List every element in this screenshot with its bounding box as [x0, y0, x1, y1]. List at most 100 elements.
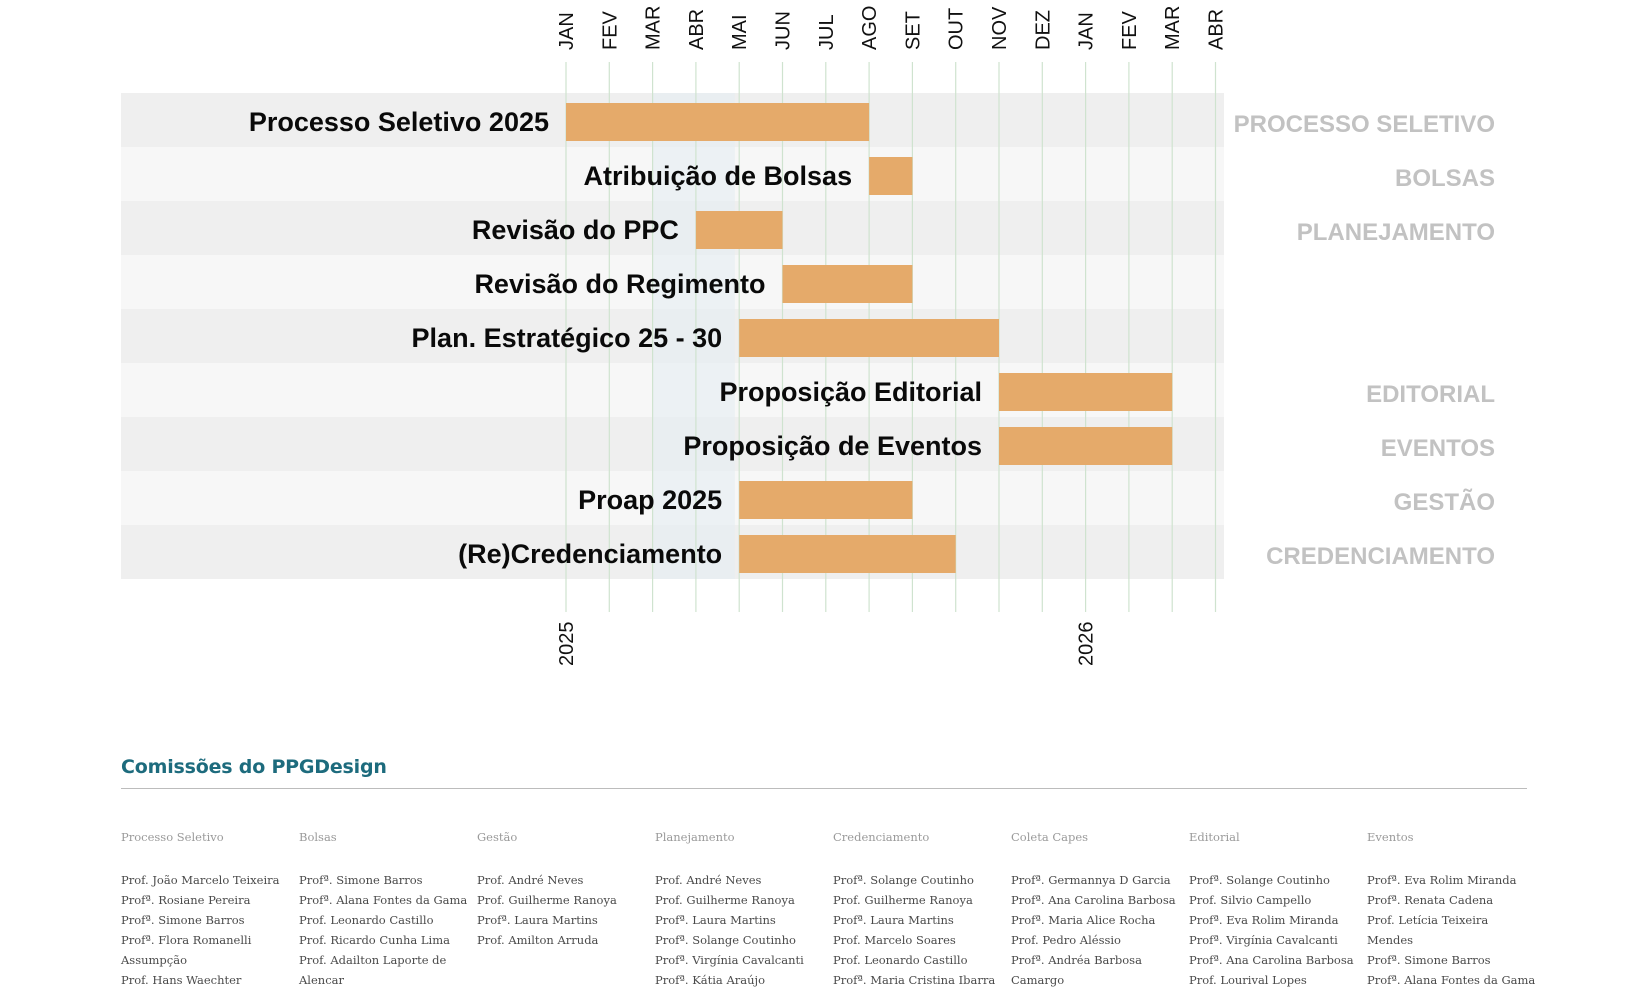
committee-member-list: Prof. André Neves Prof. Guilherme Ranoya P… — [655, 870, 825, 990]
committee-member: Prof. Silvio Campello — [1189, 893, 1312, 907]
committee-member: Profª. Alana Fontes da Gama — [1367, 973, 1536, 987]
committee-member: Profª. Kátia Araújo — [655, 973, 766, 987]
committee-member: Profª. Simone Barros — [1367, 953, 1491, 967]
committee-column: Credenciamento Profª. Solange Coutinho Pro… — [833, 830, 1003, 990]
month-tick-label: ABR — [686, 9, 708, 50]
committee-member: Profª. Renata Cadena — [1367, 893, 1494, 907]
committee-member: Prof. Pedro Aléssio — [1011, 933, 1121, 947]
committee-column: Gestão Prof. André Neves Prof. Guilherme R… — [477, 830, 647, 950]
task-bar — [999, 373, 1173, 411]
group-label: EVENTOS — [1381, 435, 1495, 462]
committee-member: Prof. André Neves — [655, 873, 762, 887]
year-label: 2026 — [1076, 622, 1098, 667]
committee-member: Prof. Marcelo Soares — [833, 933, 956, 947]
committee-member: Prof. Adailton Laporte de — [299, 953, 447, 967]
committee-member-list: Prof. André Neves Prof. Guilherme Ranoya P… — [477, 870, 647, 950]
committee-member: Alencar — [299, 973, 344, 987]
committee-column: Processo Seletivo Prof. João Marcelo Teix… — [121, 830, 291, 990]
committee-member: Profª. Eva Rolim Miranda — [1189, 913, 1339, 927]
committee-member: Prof. Letícia Teixeira Mendes — [1367, 913, 1489, 947]
month-tick-label: AGO — [859, 6, 881, 50]
committee-member: Profª. Rosiane Pereira — [121, 893, 251, 907]
committee-member: Profª. Virgínia Cavalcanti — [1189, 933, 1338, 947]
committee-member: Prof. Guilherme Ranoya — [655, 893, 795, 907]
task-bar — [566, 103, 870, 141]
month-tick-label: FEV — [1119, 10, 1141, 50]
task-bar — [869, 157, 913, 195]
committee-column-title: Processo Seletivo — [121, 830, 224, 844]
committee-member: Profª. Simone Barros — [121, 913, 245, 927]
committee-member: Prof. Ricardo Cunha Lima — [299, 933, 450, 947]
group-label: EDITORIAL — [1366, 381, 1495, 408]
committee-member: Profª. Ana Carolina Barbosa — [1189, 953, 1354, 967]
group-label: PLANEJAMENTO — [1297, 219, 1495, 246]
committee-column-title: Editorial — [1189, 830, 1240, 844]
committee-column-title: Coleta Capes — [1011, 830, 1089, 844]
month-tick-label: MAR — [643, 6, 665, 50]
committee-column: Eventos Profª. Eva Rolim Miranda Profª. Re… — [1367, 830, 1537, 990]
month-tick-label: OUT — [946, 8, 968, 50]
committee-member: Profª. Germannya D Garcia — [1011, 873, 1171, 887]
task-bar — [999, 427, 1173, 465]
committee-member: Prof. Guilherme Ranoya — [833, 893, 973, 907]
committee-member: Prof. Leonardo Castillo — [299, 913, 434, 927]
committee-member: Profª. Maria Alice Rocha — [1011, 913, 1156, 927]
task-label: Proap 2025 — [578, 485, 722, 515]
committee-member-list: Profª. Solange Coutinho Prof. Silvio Camp… — [1189, 870, 1359, 990]
committees-title: Comissões do PPGDesign — [121, 756, 387, 778]
committee-member: Prof. Guilherme Ranoya — [477, 893, 617, 907]
committee-member: Profª. Solange Coutinho — [833, 873, 974, 887]
month-tick-label: MAR — [1162, 6, 1184, 50]
committee-column-title: Gestão — [477, 830, 518, 844]
committee-column-title: Bolsas — [299, 830, 337, 844]
committee-member-list: Profª. Simone Barros Profª. Alana Fontes … — [299, 870, 469, 990]
committee-member: Profª. Maria Cristina Ibarra — [833, 973, 996, 987]
committee-member-list: Profª. Germannya D Garcia Profª. Ana Caro… — [1011, 870, 1181, 990]
committee-member-list: Profª. Eva Rolim Miranda Profª. Renata Ca… — [1367, 870, 1537, 990]
committee-member: Profª. Virgínia Cavalcanti — [655, 953, 804, 967]
committee-column-title: Planejamento — [655, 830, 735, 844]
committee-member: Profª. Simone Barros — [299, 873, 423, 887]
committee-member: Profª. Laura Martins — [833, 913, 954, 927]
committee-member-list: Prof. João Marcelo Teixeira Profª. Rosian… — [121, 870, 291, 990]
month-tick-label: DEZ — [1032, 10, 1054, 50]
committee-column-title: Eventos — [1367, 830, 1414, 844]
committee-column: Editorial Profª. Solange Coutinho Prof. Si… — [1189, 830, 1359, 990]
committee-member: Prof. Amilton Arruda — [477, 933, 599, 947]
task-label: Proposição Editorial — [719, 377, 982, 407]
committee-member: Prof. Leonardo Castillo — [833, 953, 968, 967]
month-tick-label: ABR — [1206, 9, 1228, 50]
task-bar — [782, 265, 913, 303]
task-label: Revisão do PPC — [472, 215, 679, 245]
task-label: Proposição de Eventos — [683, 431, 982, 461]
group-label: CREDENCIAMENTO — [1266, 543, 1495, 570]
month-tick-label: NOV — [989, 6, 1011, 50]
year-label: 2025 — [556, 622, 578, 667]
month-tick-label: JAN — [556, 12, 578, 50]
section-divider — [121, 788, 1527, 789]
task-label: Processo Seletivo 2025 — [249, 107, 549, 137]
committee-member: Prof. André Neves — [477, 873, 584, 887]
committee-member: Profª. Eva Rolim Miranda — [1367, 873, 1517, 887]
committee-member: Profª. Alana Fontes da Gama — [299, 893, 468, 907]
month-tick-label: JAN — [1076, 12, 1098, 50]
month-tick-label: SET — [902, 11, 924, 50]
committee-member: Profª. Solange Coutinho — [655, 933, 796, 947]
committee-member: Profª. Flora Romanelli — [121, 933, 252, 947]
highlight-region — [652, 93, 735, 579]
committee-member: Profª. Andréa Barbosa — [1011, 953, 1142, 967]
group-label: PROCESSO SELETIVO — [1234, 111, 1495, 138]
committee-member: Camargo — [1011, 973, 1065, 987]
task-label: (Re)Credenciamento — [458, 539, 722, 569]
committee-member: Prof. João Marcelo Teixeira — [121, 873, 280, 887]
committee-member: Assumpção — [121, 953, 188, 967]
month-tick-label: JUN — [773, 11, 795, 50]
committee-column: Coleta Capes Profª. Germannya D Garcia Pro… — [1011, 830, 1181, 990]
committee-member: Profª. Solange Coutinho — [1189, 873, 1330, 887]
task-bar — [739, 481, 913, 519]
task-bar — [739, 535, 956, 573]
month-tick-label: MAI — [729, 14, 751, 50]
committee-member: Profª. Laura Martins — [477, 913, 598, 927]
committee-column: Bolsas Profª. Simone Barros Profª. Alana F… — [299, 830, 469, 990]
committee-member: Prof. Lourival Lopes — [1189, 973, 1307, 987]
